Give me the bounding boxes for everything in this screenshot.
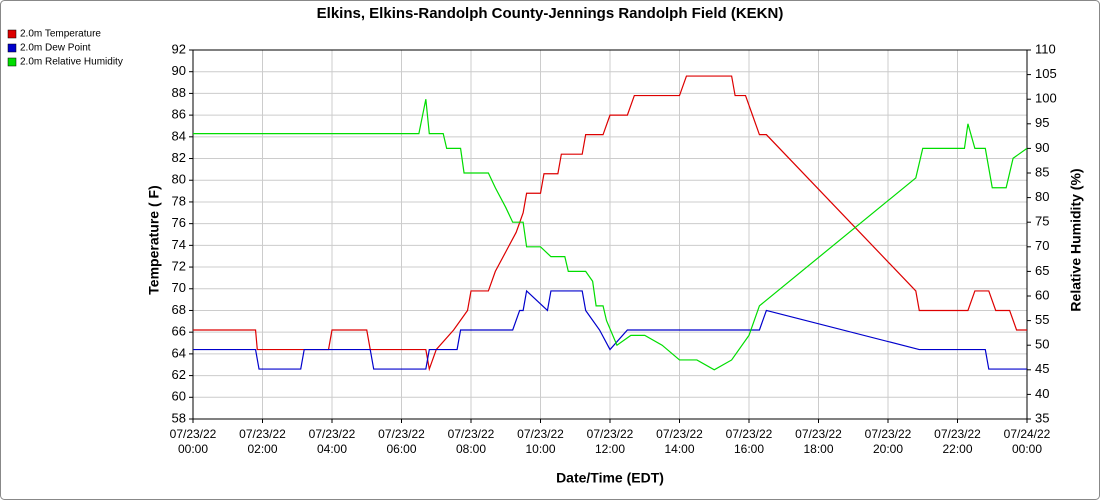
y2-tick-label: 80 bbox=[1035, 189, 1049, 204]
x-tick-label: 07/23/22 16:00 bbox=[726, 427, 773, 456]
y2-tick-label: 70 bbox=[1035, 238, 1049, 253]
y-tick-label: 68 bbox=[172, 302, 186, 317]
y2-tick-label: 65 bbox=[1035, 263, 1049, 278]
y-tick-label: 92 bbox=[172, 41, 186, 56]
y2-tick-label: 75 bbox=[1035, 214, 1049, 229]
y2-tick-label: 55 bbox=[1035, 312, 1049, 327]
y-tick-label: 58 bbox=[172, 410, 186, 425]
y2-tick-label: 40 bbox=[1035, 386, 1049, 401]
y-tick-label: 70 bbox=[172, 280, 186, 295]
x-tick-label: 07/23/22 00:00 bbox=[170, 427, 217, 456]
y-tick-label: 90 bbox=[172, 63, 186, 78]
y-tick-label: 72 bbox=[172, 258, 186, 273]
x-tick-label: 07/23/22 20:00 bbox=[865, 427, 912, 456]
y2-tick-label: 50 bbox=[1035, 337, 1049, 352]
x-tick-label: 07/24/22 00:00 bbox=[1004, 427, 1051, 456]
x-tick-label: 07/23/22 22:00 bbox=[934, 427, 981, 456]
y-tick-label: 82 bbox=[172, 150, 186, 165]
x-axis-label: Date/Time (EDT) bbox=[556, 470, 664, 486]
x-tick-label: 07/23/22 04:00 bbox=[309, 427, 356, 456]
legend-label: 2.0m Temperature bbox=[20, 29, 101, 40]
y2-tick-label: 35 bbox=[1035, 410, 1049, 425]
series-line bbox=[193, 99, 1028, 371]
y-tick-label: 84 bbox=[172, 128, 186, 143]
chart-title: Elkins, Elkins-Randolph County-Jennings … bbox=[317, 5, 784, 22]
y-tick-label: 78 bbox=[172, 193, 186, 208]
y2-tick-label: 105 bbox=[1035, 66, 1057, 81]
y-tick-label: 76 bbox=[172, 215, 186, 230]
y2-tick-label: 110 bbox=[1035, 41, 1056, 56]
x-tick-label: 07/23/22 02:00 bbox=[239, 427, 286, 456]
y-tick-label: 64 bbox=[172, 345, 186, 360]
plot-border bbox=[192, 49, 1028, 420]
y-tick-label: 80 bbox=[172, 172, 186, 187]
y2-tick-label: 85 bbox=[1035, 164, 1049, 179]
x-tick-label: 07/23/22 12:00 bbox=[587, 427, 634, 456]
y-tick-label: 88 bbox=[172, 85, 186, 100]
series-line bbox=[193, 289, 1027, 370]
y2-tick-label: 95 bbox=[1035, 115, 1049, 130]
legend-swatch bbox=[7, 57, 17, 67]
legend-swatch bbox=[7, 29, 17, 39]
x-tick-label: 07/23/22 08:00 bbox=[448, 427, 495, 456]
y2-tick-label: 90 bbox=[1035, 140, 1049, 155]
y-axis-label: Temperature ( F) bbox=[146, 185, 162, 294]
y2-tick-label: 60 bbox=[1035, 287, 1049, 302]
y2-axis-label: Relative Humidity (%) bbox=[1068, 168, 1084, 311]
legend-label: 2.0m Relative Humidity bbox=[20, 57, 123, 68]
y-tick-label: 74 bbox=[172, 237, 186, 252]
x-tick-label: 07/23/22 06:00 bbox=[378, 427, 425, 456]
y2-tick-label: 45 bbox=[1035, 361, 1049, 376]
y2-tick-label: 100 bbox=[1035, 91, 1057, 106]
y-tick-label: 60 bbox=[172, 389, 186, 404]
x-tick-label: 07/23/22 14:00 bbox=[656, 427, 703, 456]
legend-label: 2.0m Dew Point bbox=[20, 43, 91, 54]
y-tick-label: 62 bbox=[172, 367, 186, 382]
legend-swatch bbox=[7, 43, 17, 53]
y-tick-label: 66 bbox=[172, 324, 186, 339]
y-tick-label: 86 bbox=[172, 107, 186, 122]
x-tick-label: 07/23/22 18:00 bbox=[795, 427, 842, 456]
x-tick-label: 07/23/22 10:00 bbox=[517, 427, 564, 456]
